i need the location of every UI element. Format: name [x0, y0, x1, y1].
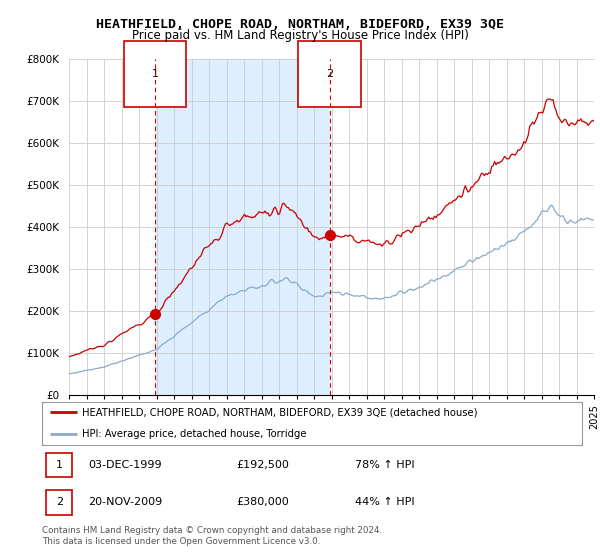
Text: HPI: Average price, detached house, Torridge: HPI: Average price, detached house, Torr…	[83, 430, 307, 439]
Text: 20-NOV-2009: 20-NOV-2009	[88, 497, 162, 507]
Text: 2: 2	[326, 69, 334, 79]
Text: 1: 1	[56, 460, 63, 470]
Text: 2: 2	[56, 497, 63, 507]
Text: 78% ↑ HPI: 78% ↑ HPI	[355, 460, 415, 470]
Text: 03-DEC-1999: 03-DEC-1999	[88, 460, 161, 470]
FancyBboxPatch shape	[46, 452, 72, 477]
Text: HEATHFIELD, CHOPE ROAD, NORTHAM, BIDEFORD, EX39 3QE: HEATHFIELD, CHOPE ROAD, NORTHAM, BIDEFOR…	[96, 18, 504, 31]
Text: £380,000: £380,000	[236, 497, 289, 507]
Text: HEATHFIELD, CHOPE ROAD, NORTHAM, BIDEFORD, EX39 3QE (detached house): HEATHFIELD, CHOPE ROAD, NORTHAM, BIDEFOR…	[83, 408, 478, 417]
Text: £192,500: £192,500	[236, 460, 289, 470]
Text: 1: 1	[152, 69, 158, 79]
Bar	[155, 59, 330, 395]
Text: Contains HM Land Registry data © Crown copyright and database right 2024.
This d: Contains HM Land Registry data © Crown c…	[42, 526, 382, 546]
Text: Price paid vs. HM Land Registry's House Price Index (HPI): Price paid vs. HM Land Registry's House …	[131, 29, 469, 42]
FancyBboxPatch shape	[46, 491, 72, 515]
Text: 44% ↑ HPI: 44% ↑ HPI	[355, 497, 415, 507]
